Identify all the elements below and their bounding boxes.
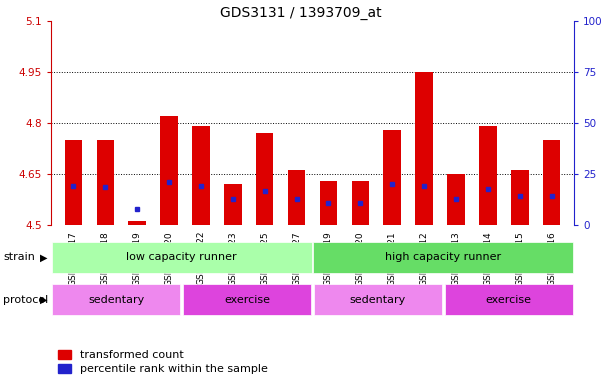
Bar bbox=[256, 133, 273, 225]
Bar bbox=[320, 180, 337, 225]
Text: sedentary: sedentary bbox=[88, 295, 145, 305]
Text: exercise: exercise bbox=[224, 295, 270, 305]
Bar bbox=[445, 284, 573, 315]
Bar bbox=[160, 116, 178, 225]
Bar bbox=[313, 242, 573, 273]
Legend: transformed count, percentile rank within the sample: transformed count, percentile rank withi… bbox=[53, 346, 273, 379]
Text: ▶: ▶ bbox=[40, 252, 47, 262]
Text: exercise: exercise bbox=[486, 295, 532, 305]
Bar bbox=[314, 284, 442, 315]
Bar bbox=[224, 184, 242, 225]
Bar bbox=[192, 126, 210, 225]
Text: ▶: ▶ bbox=[40, 295, 47, 305]
Text: low capacity runner: low capacity runner bbox=[126, 252, 237, 262]
Text: protocol: protocol bbox=[3, 295, 48, 305]
Bar bbox=[65, 140, 82, 225]
Bar bbox=[97, 140, 114, 225]
Text: strain: strain bbox=[3, 252, 35, 262]
Bar bbox=[511, 170, 528, 225]
Text: GDS3131 / 1393709_at: GDS3131 / 1393709_at bbox=[220, 6, 381, 20]
Bar bbox=[447, 174, 465, 225]
Bar bbox=[415, 72, 433, 225]
Bar bbox=[129, 221, 146, 225]
Text: high capacity runner: high capacity runner bbox=[385, 252, 501, 262]
Text: sedentary: sedentary bbox=[350, 295, 406, 305]
Bar bbox=[183, 284, 311, 315]
Bar bbox=[543, 140, 560, 225]
Bar bbox=[352, 180, 369, 225]
Bar bbox=[288, 170, 305, 225]
Bar bbox=[383, 130, 401, 225]
Bar bbox=[479, 126, 496, 225]
Bar bbox=[52, 284, 180, 315]
Bar bbox=[52, 242, 312, 273]
